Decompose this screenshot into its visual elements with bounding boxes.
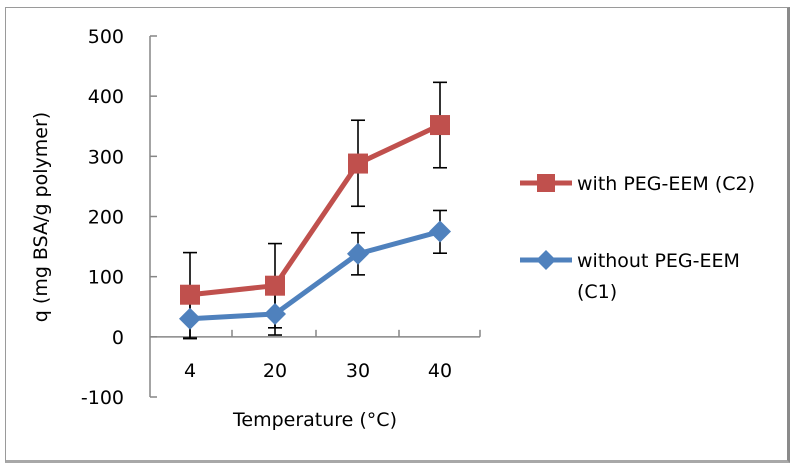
legend-label: with PEG-EEM (C2) [577, 173, 755, 195]
legend-marker-square [537, 174, 555, 192]
data-point-c2 [430, 115, 450, 136]
y-tick-labels: -100 0 100 200 300 400 500 [81, 26, 124, 409]
axes [149, 35, 481, 398]
data-point-c1 [429, 220, 451, 243]
series-lines [189, 122, 442, 322]
x-tick-labels: 4 20 30 40 [184, 360, 452, 382]
series-line-c1 [189, 229, 441, 322]
error-bars [183, 81, 447, 340]
x-tick-label: 40 [428, 360, 452, 382]
x-tick-label: 20 [263, 360, 287, 382]
x-tick-label: 4 [184, 360, 196, 382]
y-tick-label: 200 [88, 207, 124, 229]
y-tick-label: 300 [88, 146, 124, 168]
legend-label: without PEG-EEM [577, 250, 740, 272]
data-point-c2 [348, 153, 368, 174]
y-tick-label: 0 [112, 327, 124, 349]
y-tick-label: 100 [88, 267, 124, 289]
x-axis-title: Temperature (°C) [232, 409, 397, 431]
series-markers [179, 115, 451, 330]
data-point-c1 [347, 242, 369, 265]
x-tick-label: 30 [346, 360, 370, 382]
data-point-c1 [264, 302, 286, 325]
data-point-c2 [265, 275, 285, 296]
data-point-c2 [180, 284, 200, 305]
y-axis-title: q (mg BSA/g polymer) [30, 112, 52, 322]
y-tick-label: -100 [81, 387, 124, 409]
chart-frame [5, 7, 790, 463]
legend-marker-diamond [536, 250, 556, 270]
data-point-c1 [179, 307, 201, 330]
legend-label-continued: (C1) [577, 281, 617, 303]
y-tick-label: 500 [88, 26, 124, 48]
legend: with PEG-EEM (C2) without PEG-EEM (C1) [520, 173, 755, 303]
y-tick-label: 400 [88, 86, 124, 108]
series-line-c2 [189, 122, 442, 298]
